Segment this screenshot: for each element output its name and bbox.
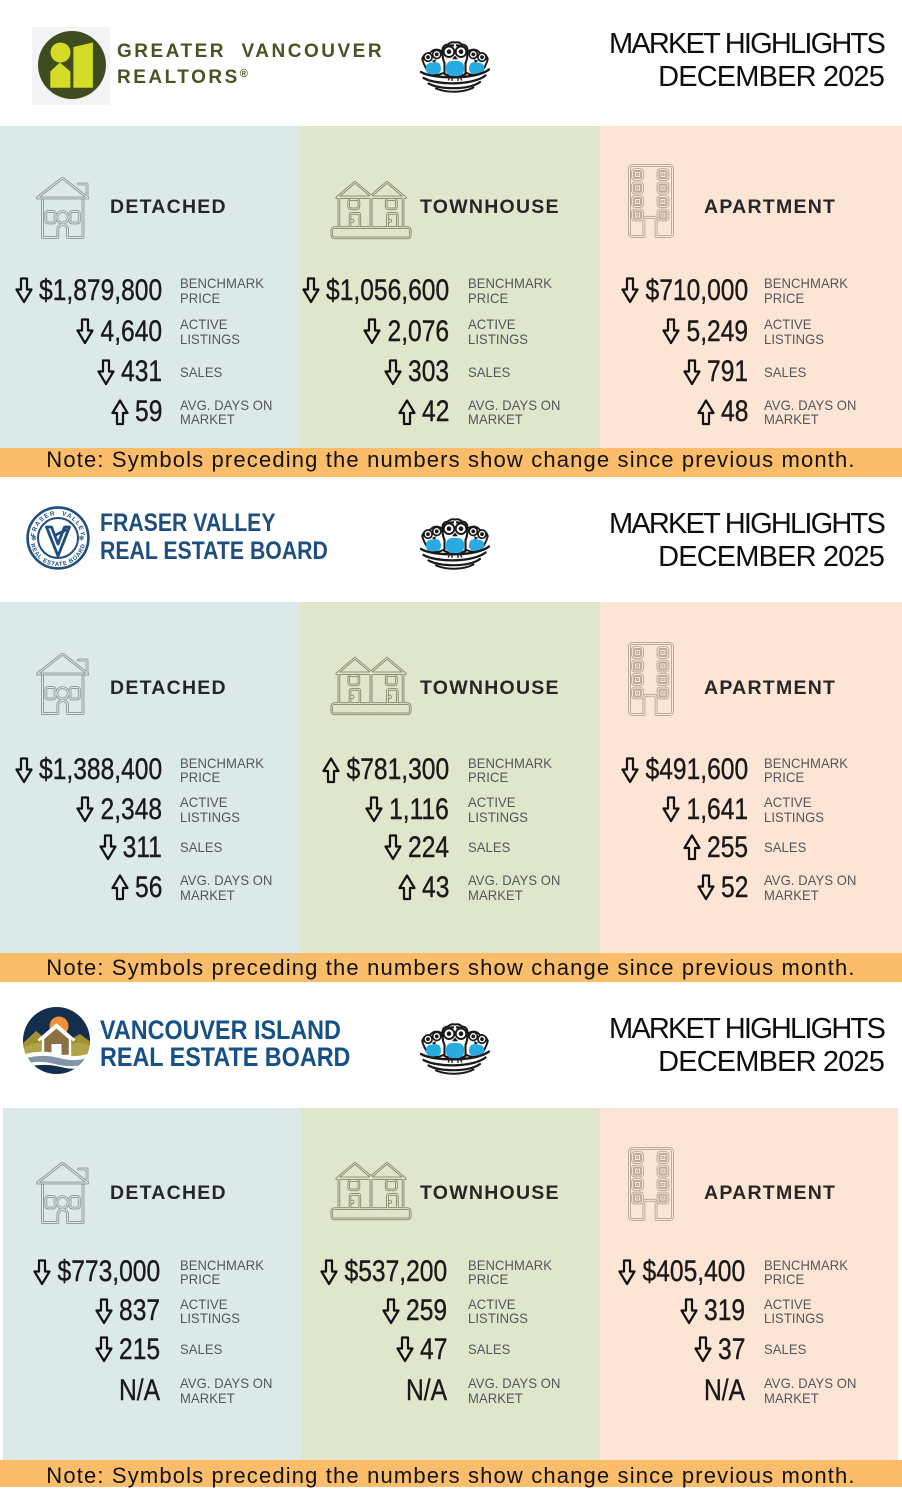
svg-text:❋: ❋ bbox=[31, 535, 37, 543]
svg-text:❋: ❋ bbox=[79, 535, 85, 543]
